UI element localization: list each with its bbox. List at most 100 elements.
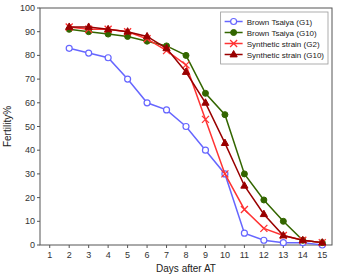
x-tick-label: 8 [183,250,188,260]
x-tick-label: 14 [298,250,308,260]
point [182,68,189,74]
point [222,112,228,118]
x-tick [244,245,245,248]
point [86,50,92,56]
point [299,236,306,242]
x-tick [147,245,148,248]
point [300,237,306,243]
point [202,90,208,96]
x-tick-label: 11 [240,250,249,260]
point [221,139,228,145]
legend-label: Synthetic strain (G10) [247,51,325,60]
point [319,239,326,246]
point [280,232,287,238]
y-tick-label: 100 [20,3,35,13]
legend-label: Synthetic strain (G2) [247,40,320,49]
point [143,32,150,38]
y-tick-label: 90 [25,27,35,37]
x-tick [69,245,70,248]
x-tick [224,245,225,248]
point [163,44,170,50]
y-tick [37,126,40,127]
y-tick [37,245,40,246]
x-tick [108,245,109,248]
point [66,45,72,51]
y-tick [37,31,40,32]
x-tick [205,245,206,248]
x-tick [127,245,128,248]
point [105,26,112,33]
point [124,28,131,35]
legend-marker [231,30,237,36]
x-tick-label: 10 [220,250,230,260]
point [124,28,131,34]
y-tick-label: 10 [25,216,35,226]
y-tick [37,221,40,222]
y-tick-label: 20 [25,193,35,203]
x-tick-label: 13 [278,250,288,260]
y-tick [37,102,40,103]
y-tick [37,79,40,80]
point [261,197,267,203]
x-tick-label: 5 [125,250,130,260]
point [105,55,111,61]
y-tick-label: 0 [30,240,35,250]
x-tick-label: 4 [106,250,111,260]
point [125,76,131,82]
x-tick-label: 9 [203,250,208,260]
x-tick [88,245,89,248]
point [260,210,267,216]
x-tick-label: 12 [259,250,269,260]
point [105,25,112,31]
point [202,147,208,153]
point [241,230,247,236]
y-tick [37,8,40,9]
legend-frame [221,12,328,64]
point [280,240,286,246]
legend: Brown Tsaiya (G1) Brown Tsaiya (G10) Synth… [221,12,328,64]
point [202,99,209,105]
x-tick [263,245,264,248]
y-tick-label: 50 [25,122,35,132]
point [221,170,228,177]
point [280,218,286,224]
x-tick [49,245,50,248]
point [241,206,248,213]
x-tick-label: 6 [145,250,150,260]
x-tick [166,245,167,248]
legend-marker [230,51,237,57]
plot-area [66,23,326,248]
point [66,23,73,30]
x-tick-label: 15 [317,250,327,260]
y-axis-label: Fertility% [2,106,13,147]
y-tick-label: 60 [25,98,35,108]
x-tick-label: 7 [164,250,169,260]
series-line [69,48,322,245]
x-tick-label: 1 [47,250,52,260]
y-tick-label: 30 [25,169,35,179]
point [183,124,189,130]
plot-frame [40,8,332,245]
legend-marker [230,40,237,47]
legend-label: Brown Tsaiya (G10) [247,29,317,38]
point [319,239,326,245]
point [261,237,267,243]
y-tick [37,150,40,151]
point [241,182,248,188]
point [66,23,73,29]
legend-marker [231,19,237,25]
point [164,107,170,113]
x-tick-label: 3 [86,250,91,260]
y-tick-label: 70 [25,74,35,84]
point [241,171,247,177]
y-tick [37,197,40,198]
point [183,52,189,58]
point [144,100,150,106]
y-tick-label: 80 [25,50,35,60]
y-tick-label: 40 [25,145,35,155]
point [299,237,306,244]
x-axis-label: Days after AT [156,263,216,274]
x-tick-label: 2 [67,250,72,260]
legend-label: Brown Tsaiya (G1) [247,18,313,27]
point [202,116,209,123]
